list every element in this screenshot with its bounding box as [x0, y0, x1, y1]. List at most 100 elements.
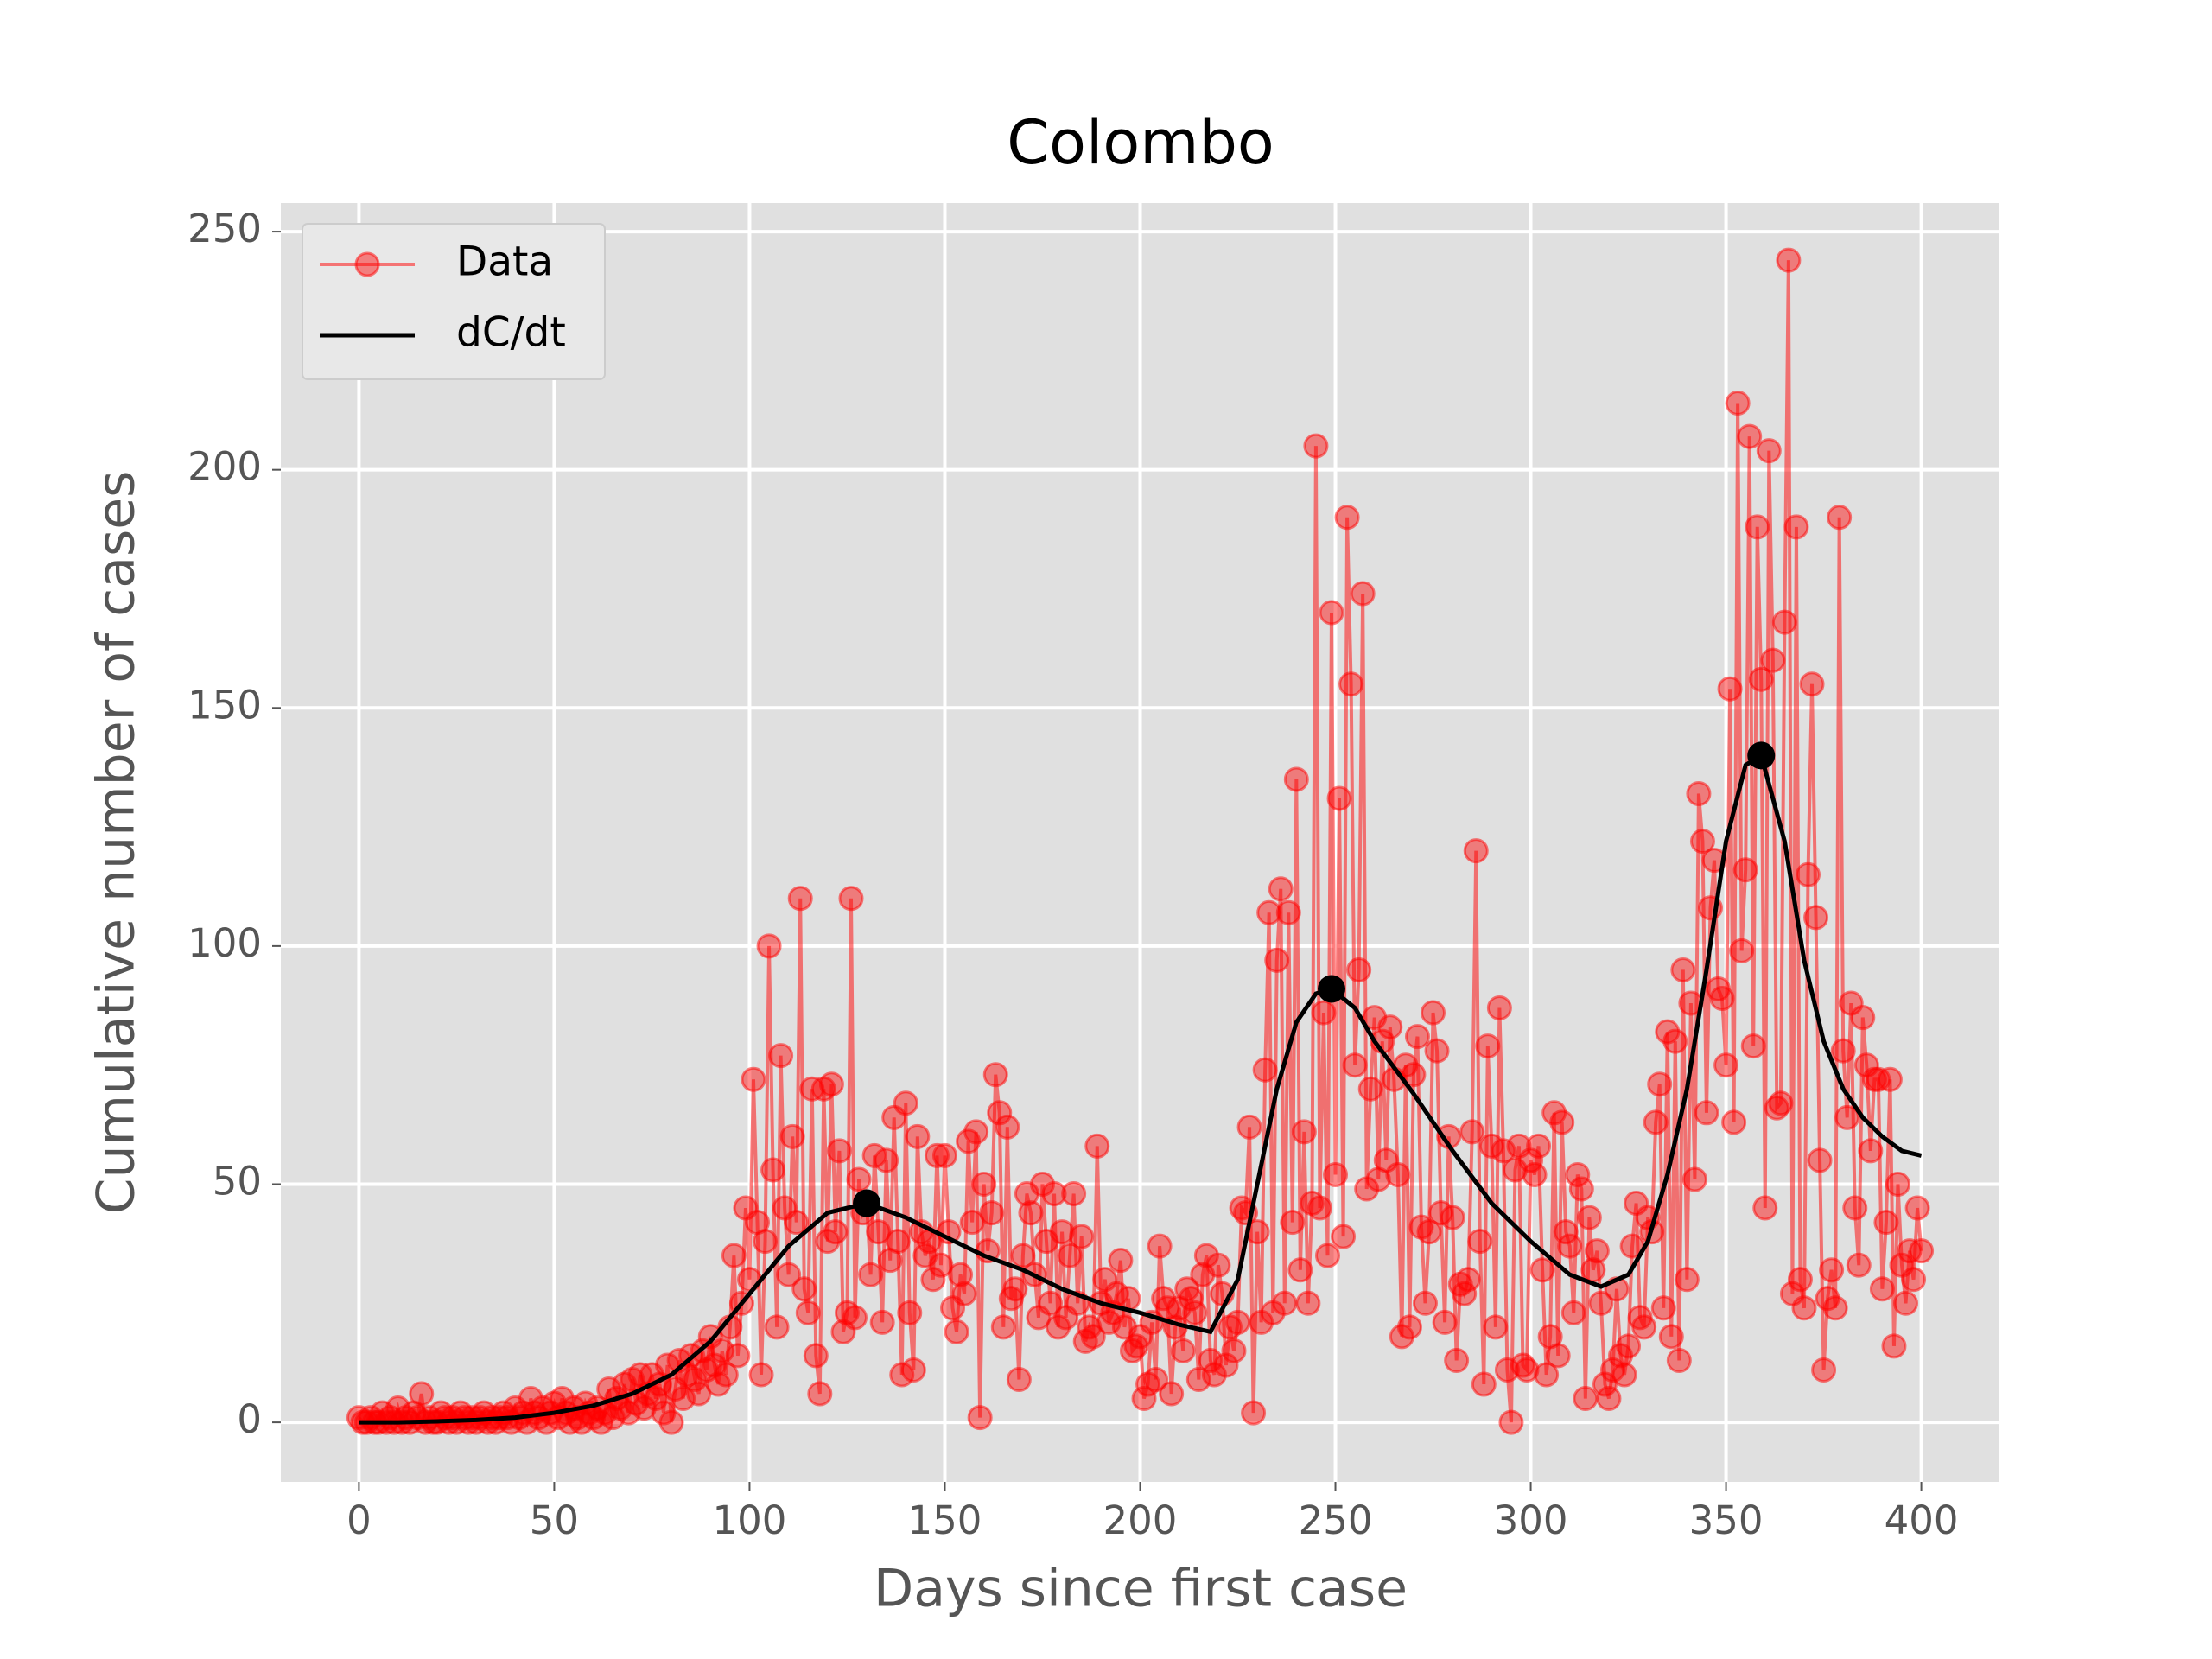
data-point	[1827, 505, 1853, 531]
data-point	[823, 1219, 849, 1245]
data-point	[990, 1314, 1016, 1340]
data-point	[1178, 1286, 1204, 1312]
data-point	[1560, 1300, 1586, 1325]
data-point	[1842, 1195, 1868, 1221]
data-point	[1576, 1205, 1602, 1230]
data-point	[1498, 1409, 1524, 1435]
data-point	[1752, 1195, 1778, 1221]
data-point	[1893, 1290, 1919, 1316]
data-point	[779, 1123, 805, 1149]
data-point	[1694, 1100, 1719, 1126]
data-point	[866, 1219, 892, 1245]
data-point	[1748, 666, 1774, 692]
data-point	[963, 1119, 989, 1145]
data-point	[1885, 1171, 1910, 1197]
data-point	[1483, 1314, 1509, 1340]
data-point	[995, 1114, 1020, 1140]
data-point	[893, 1090, 918, 1116]
data-point	[1159, 1381, 1185, 1407]
grid	[281, 203, 1999, 1482]
data-point	[1768, 1090, 1794, 1116]
data-point	[1643, 1109, 1669, 1135]
x-tick-label: 300	[1494, 1497, 1568, 1543]
x-tick-label: 400	[1885, 1497, 1959, 1543]
data-point	[1303, 433, 1329, 459]
x-axis-label: Days since first case	[874, 1559, 1408, 1619]
data-point	[776, 1262, 802, 1287]
data-point	[1611, 1362, 1637, 1388]
data-point	[1787, 1267, 1813, 1293]
data-point	[1080, 1324, 1106, 1350]
y-tick-label: 150	[188, 682, 262, 728]
data-point	[1463, 838, 1489, 864]
data-point	[1038, 1290, 1064, 1316]
data-point	[658, 1409, 684, 1435]
data-point	[1846, 1252, 1872, 1278]
data-point	[905, 1123, 931, 1149]
data-point	[1573, 1386, 1599, 1412]
data-point	[1342, 1052, 1368, 1078]
data-point	[748, 1362, 774, 1388]
data-point	[1143, 1366, 1169, 1392]
data-point	[1545, 1343, 1571, 1369]
data-point	[1006, 1366, 1032, 1392]
data-point	[1522, 1161, 1548, 1187]
data-point	[1529, 1257, 1555, 1283]
data-point	[1326, 785, 1352, 811]
data-point	[1732, 857, 1758, 883]
data-point	[1807, 1147, 1833, 1173]
data-point	[1412, 1290, 1438, 1316]
data-point	[1650, 1295, 1676, 1321]
data-point	[1314, 1243, 1340, 1268]
y-tick-label: 0	[237, 1396, 262, 1442]
data-point	[768, 1043, 794, 1069]
data-point	[1834, 1104, 1860, 1130]
data-point	[1822, 1295, 1848, 1321]
data-point	[1108, 1248, 1134, 1274]
legend-label: dC/dt	[456, 309, 566, 357]
data-point	[818, 1071, 844, 1097]
data-point	[1283, 766, 1309, 792]
data-point	[1350, 581, 1376, 607]
data-point	[924, 1142, 950, 1168]
data-point	[1424, 1038, 1450, 1064]
data-point	[1873, 1210, 1899, 1236]
data-point	[1241, 1400, 1267, 1426]
data-point	[1147, 1233, 1173, 1259]
data-point	[409, 1381, 435, 1407]
peak-point	[1318, 975, 1346, 1003]
data-point	[1534, 1362, 1560, 1388]
data-point	[1331, 1224, 1357, 1249]
data-point	[1182, 1300, 1208, 1325]
data-point	[1811, 1357, 1837, 1382]
data-point	[1580, 1257, 1606, 1283]
data-point	[967, 1405, 993, 1431]
data-point	[1740, 1033, 1766, 1059]
data-point	[1799, 671, 1825, 697]
data-point	[1225, 1309, 1251, 1335]
data-point	[1901, 1267, 1927, 1293]
data-point	[1346, 957, 1372, 982]
data-point	[1596, 1386, 1622, 1412]
data-point	[842, 1305, 868, 1331]
data-point	[1776, 247, 1802, 273]
data-point	[1526, 1133, 1552, 1159]
data-point	[1689, 829, 1715, 855]
y-tick-label: 50	[213, 1158, 262, 1204]
data-point	[987, 1100, 1013, 1126]
data-point	[1658, 1324, 1684, 1350]
data-point	[1069, 1224, 1095, 1249]
data-point	[1666, 1347, 1692, 1373]
data-point	[1338, 671, 1364, 697]
data-point	[1280, 1210, 1306, 1236]
data-point	[1264, 947, 1290, 973]
data-point	[686, 1381, 712, 1407]
data-point	[760, 1157, 786, 1183]
data-point	[1311, 1000, 1337, 1026]
data-point	[869, 1309, 895, 1335]
data-point	[1721, 1109, 1747, 1135]
data-point	[1377, 1014, 1403, 1040]
data-point	[1287, 1257, 1313, 1283]
data-point	[1213, 1352, 1239, 1378]
data-point	[1877, 1066, 1903, 1092]
